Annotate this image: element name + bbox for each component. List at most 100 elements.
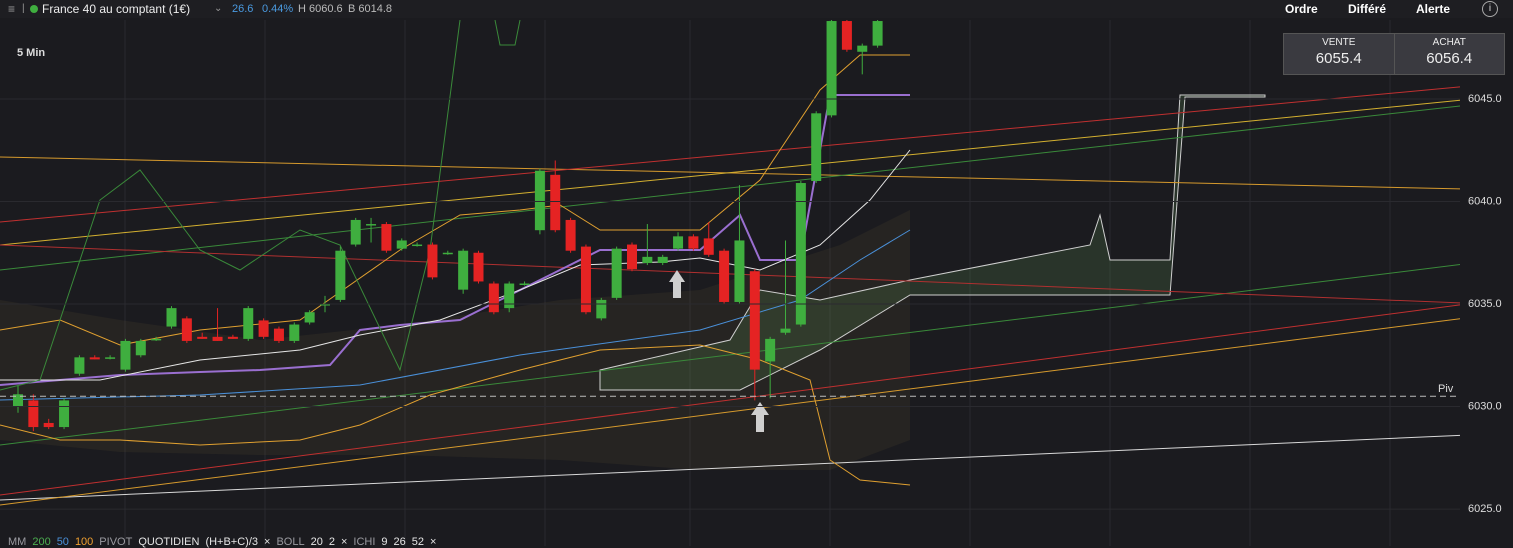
candle-body (381, 224, 392, 251)
candle-body (734, 240, 745, 302)
legend-item: 50 (56, 536, 69, 548)
sell-price: 6055.4 (1315, 50, 1362, 67)
candle-body (504, 283, 515, 309)
sell-label: VENTE (1322, 37, 1356, 48)
candle-body (488, 283, 499, 313)
y-tick-label: 6030.0 (1468, 400, 1502, 412)
legend-item: QUOTIDIEN (138, 536, 200, 548)
candle-body (826, 21, 837, 116)
legend-item[interactable]: × (430, 536, 437, 548)
candle-body (197, 336, 208, 339)
candle-body (258, 320, 269, 337)
candle-body (673, 236, 684, 249)
y-tick-label: 6035.0 (1468, 298, 1502, 310)
candle-body (366, 224, 377, 226)
legend-item[interactable]: × (340, 536, 348, 548)
candle-body (289, 324, 300, 341)
change: 26.6 (232, 3, 254, 15)
candle-body (565, 219, 576, 251)
candle-body (458, 250, 469, 290)
candle-body (795, 183, 806, 325)
candle-body (872, 21, 883, 46)
candle-body (611, 248, 622, 298)
candle-body (320, 304, 330, 306)
candle-body (765, 338, 776, 362)
candle-body (89, 357, 100, 360)
legend-item: 200 (32, 536, 51, 548)
candle-body (473, 252, 484, 282)
candle-body (688, 236, 699, 249)
candle-body (59, 400, 70, 428)
legend-item: 2 (328, 536, 335, 548)
candle-body (335, 250, 346, 300)
candle-body (304, 312, 315, 323)
quote-box: VENTE 6055.4 ACHAT 6056.4 (1283, 33, 1505, 75)
legend-item: PIVOT (99, 536, 133, 548)
menu-item[interactable]: Différé (1348, 2, 1387, 16)
legend-item: ICHI (353, 536, 376, 548)
candle-body (857, 45, 868, 52)
candle-body (13, 394, 23, 407)
candle-body (212, 336, 223, 341)
high: H 6060.6 (298, 3, 343, 15)
legend-item: 52 (411, 536, 425, 548)
legend-item: BOLL (276, 536, 305, 548)
dropdown-arrow[interactable]: ⌄ (214, 3, 223, 14)
menu-icon[interactable]: ≡ (8, 2, 16, 16)
candle-body (550, 174, 561, 231)
candle-body (703, 238, 714, 255)
buy-label: ACHAT (1432, 37, 1466, 48)
legend-item: 26 (393, 536, 406, 548)
candle-body (28, 400, 39, 428)
candle-body (811, 113, 822, 181)
candle-body (427, 244, 438, 278)
buy-button[interactable]: ACHAT 6056.4 (1395, 34, 1505, 74)
top-bar: ≡ | France 40 au comptant (1€) ⌄ 26.6 0.… (0, 0, 1513, 18)
candle-body (105, 357, 116, 359)
legend-item[interactable]: × (264, 536, 271, 548)
candle-body (43, 422, 54, 428)
candle-body (580, 246, 591, 313)
buy-price: 6056.4 (1426, 50, 1473, 67)
candle-body (74, 357, 85, 374)
candle-body (596, 299, 607, 319)
legend: MM 200 50 100 PIVOT QUOTIDIEN (H+B+C)/3 × BOLL 20… (8, 536, 442, 548)
low: B 6014.8 (348, 3, 393, 15)
legend-item: 9 (381, 536, 388, 548)
status-dot (30, 5, 38, 13)
menu-item[interactable]: Alerte (1416, 2, 1451, 16)
candle-body (780, 328, 791, 333)
change-pct: 0.44% (262, 3, 294, 15)
candle-body (642, 256, 653, 264)
dropdown: | (22, 3, 25, 14)
menu-item[interactable]: Ordre (1285, 2, 1318, 16)
candle-body (412, 244, 423, 247)
candle-body (120, 340, 131, 370)
candle-body (534, 170, 545, 231)
candle-body (166, 308, 177, 327)
signal-arrow (751, 402, 769, 432)
legend-item: MM (8, 536, 27, 548)
candle-body (719, 250, 730, 302)
candle-body (657, 256, 668, 264)
candle-body (350, 219, 361, 245)
candle-body (841, 21, 852, 50)
y-tick-label: 6025.0 (1468, 503, 1502, 515)
candle-body (243, 308, 254, 339)
info-icon[interactable]: i (1482, 1, 1498, 17)
candle-body (519, 283, 530, 286)
instrument[interactable]: France 40 au comptant (1€) (42, 2, 191, 16)
y-tick-label: 6045.0 (1468, 93, 1502, 105)
candle-body (135, 340, 146, 356)
legend-item: 100 (74, 536, 94, 548)
candle-body (442, 252, 453, 255)
candle-body (227, 336, 238, 339)
candle-body (627, 244, 637, 270)
candle-body (181, 318, 192, 341)
y-tick-label: 6040.0 (1468, 195, 1502, 207)
candle-body (396, 240, 407, 249)
sell-button[interactable]: VENTE 6055.4 (1284, 34, 1395, 74)
indicators (0, 20, 1460, 506)
